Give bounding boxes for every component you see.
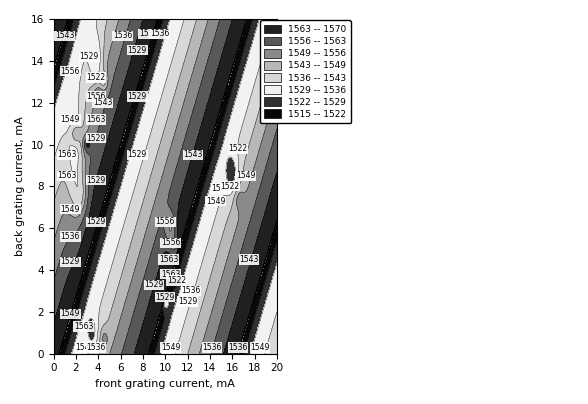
Text: 1563: 1563 [159, 255, 178, 264]
Text: 1543: 1543 [211, 184, 230, 193]
Text: 1536: 1536 [228, 343, 248, 352]
Text: 1536: 1536 [181, 286, 201, 295]
Text: 1549: 1549 [61, 205, 80, 214]
Text: 1543: 1543 [183, 150, 203, 160]
Text: 1563: 1563 [161, 270, 181, 279]
Text: 1529: 1529 [145, 280, 163, 289]
Text: 1529: 1529 [86, 134, 106, 143]
Text: 1529: 1529 [156, 293, 175, 302]
Text: 1522: 1522 [220, 182, 239, 191]
Text: 1529: 1529 [86, 217, 106, 226]
Text: 1549: 1549 [206, 196, 225, 206]
Text: 1549: 1549 [61, 309, 80, 318]
Text: 1536: 1536 [86, 343, 106, 352]
Text: 1563: 1563 [57, 150, 76, 160]
Text: 1522: 1522 [167, 276, 186, 285]
Text: 1549: 1549 [161, 343, 181, 352]
Text: 1536: 1536 [139, 29, 158, 38]
Text: 1549: 1549 [250, 343, 270, 352]
Text: 1529: 1529 [86, 176, 106, 185]
Text: 1536: 1536 [150, 29, 169, 38]
X-axis label: front grating current, mA: front grating current, mA [95, 379, 235, 389]
Text: 1556: 1556 [61, 67, 80, 76]
Text: 1543: 1543 [93, 98, 112, 107]
Text: 1529: 1529 [61, 257, 80, 266]
Text: 1543: 1543 [75, 343, 95, 352]
Text: 1549: 1549 [61, 115, 80, 124]
Text: 1536: 1536 [61, 232, 80, 241]
Text: 1522: 1522 [228, 144, 248, 153]
Y-axis label: back grating current, mA: back grating current, mA [15, 116, 25, 256]
Text: 1522: 1522 [86, 73, 105, 82]
Text: 1556: 1556 [86, 92, 106, 101]
Text: 1529: 1529 [178, 297, 197, 306]
Text: 1536: 1536 [202, 343, 222, 352]
Text: 1536: 1536 [113, 31, 132, 40]
Text: 1543: 1543 [55, 31, 75, 40]
Text: 1529: 1529 [79, 52, 99, 61]
Text: 1563: 1563 [74, 322, 93, 331]
Text: 1563: 1563 [57, 171, 76, 181]
Text: 1563: 1563 [86, 115, 106, 124]
Text: 1556: 1556 [161, 238, 181, 247]
Text: 1543: 1543 [239, 255, 259, 264]
Legend: 1563 -- 1570, 1556 -- 1563, 1549 -- 1556, 1543 -- 1549, 1536 -- 1543, 1529 -- 15: 1563 -- 1570, 1556 -- 1563, 1549 -- 1556… [260, 20, 350, 123]
Text: 1529: 1529 [128, 46, 147, 55]
Text: 1529: 1529 [128, 92, 147, 101]
Text: 1556: 1556 [155, 217, 175, 226]
Text: 1529: 1529 [128, 150, 147, 160]
Text: 1549: 1549 [236, 171, 255, 181]
